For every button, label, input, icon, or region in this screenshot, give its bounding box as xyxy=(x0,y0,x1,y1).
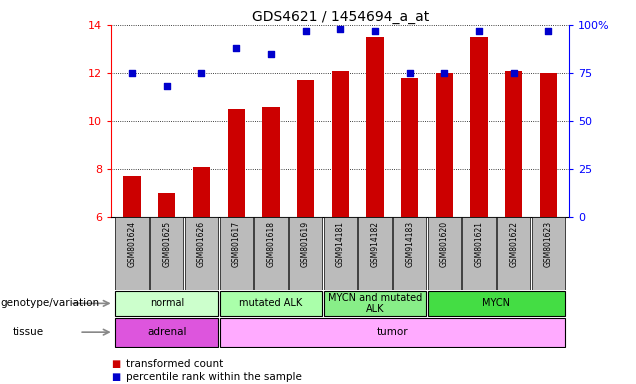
Text: GSM801621: GSM801621 xyxy=(474,220,483,266)
Point xyxy=(335,26,345,32)
Bar xyxy=(540,73,557,217)
Bar xyxy=(427,291,565,316)
Text: GSM801623: GSM801623 xyxy=(544,220,553,267)
Bar xyxy=(393,217,426,290)
Title: GDS4621 / 1454694_a_at: GDS4621 / 1454694_a_at xyxy=(252,10,429,24)
Text: GSM801622: GSM801622 xyxy=(509,220,518,266)
Bar xyxy=(324,217,357,290)
Point xyxy=(439,70,450,76)
Text: tissue: tissue xyxy=(13,327,44,337)
Text: percentile rank within the sample: percentile rank within the sample xyxy=(126,372,302,382)
Bar xyxy=(358,217,392,290)
Bar xyxy=(532,217,565,290)
Bar xyxy=(116,291,218,316)
Text: GSM914182: GSM914182 xyxy=(370,220,380,266)
Text: transformed count: transformed count xyxy=(126,359,223,369)
Bar xyxy=(228,109,245,217)
Text: GSM914183: GSM914183 xyxy=(405,220,414,267)
Bar xyxy=(436,73,453,217)
Text: ■: ■ xyxy=(111,372,121,382)
Bar xyxy=(219,291,322,316)
Bar xyxy=(289,217,322,290)
Bar xyxy=(401,78,418,217)
Text: genotype/variation: genotype/variation xyxy=(0,298,99,308)
Text: adrenal: adrenal xyxy=(147,327,186,337)
Point xyxy=(197,70,207,76)
Text: mutated ALK: mutated ALK xyxy=(239,298,303,308)
Bar xyxy=(462,217,495,290)
Bar xyxy=(123,176,141,217)
Text: GSM801617: GSM801617 xyxy=(232,220,240,267)
Bar xyxy=(219,318,565,347)
Bar xyxy=(497,217,530,290)
Bar xyxy=(427,217,461,290)
Point xyxy=(266,51,276,57)
Text: ■: ■ xyxy=(111,359,121,369)
Point xyxy=(231,45,241,51)
Bar xyxy=(331,71,349,217)
Bar xyxy=(219,217,253,290)
Point xyxy=(162,83,172,89)
Point xyxy=(127,70,137,76)
Bar xyxy=(262,107,280,217)
Point xyxy=(474,28,484,34)
Bar xyxy=(505,71,522,217)
Bar xyxy=(150,217,183,290)
Text: GSM801625: GSM801625 xyxy=(162,220,171,267)
Point xyxy=(370,28,380,34)
Bar xyxy=(366,37,384,217)
Point xyxy=(509,70,519,76)
Bar xyxy=(116,318,218,347)
Point xyxy=(300,28,310,34)
Point xyxy=(543,28,553,34)
Point xyxy=(404,70,415,76)
Bar xyxy=(324,291,426,316)
Text: MYCN and mutated
ALK: MYCN and mutated ALK xyxy=(328,293,422,314)
Text: GSM801624: GSM801624 xyxy=(128,220,137,267)
Text: normal: normal xyxy=(149,298,184,308)
Text: GSM914181: GSM914181 xyxy=(336,220,345,266)
Bar xyxy=(471,37,488,217)
Text: GSM801620: GSM801620 xyxy=(440,220,449,267)
Text: GSM801619: GSM801619 xyxy=(301,220,310,267)
Bar xyxy=(254,217,287,290)
Bar xyxy=(116,217,149,290)
Bar xyxy=(193,167,210,217)
Bar xyxy=(185,217,218,290)
Text: MYCN: MYCN xyxy=(482,298,510,308)
Text: GSM801626: GSM801626 xyxy=(197,220,206,267)
Text: GSM801618: GSM801618 xyxy=(266,220,275,266)
Bar xyxy=(158,193,176,217)
Text: tumor: tumor xyxy=(377,327,408,337)
Bar xyxy=(297,80,314,217)
